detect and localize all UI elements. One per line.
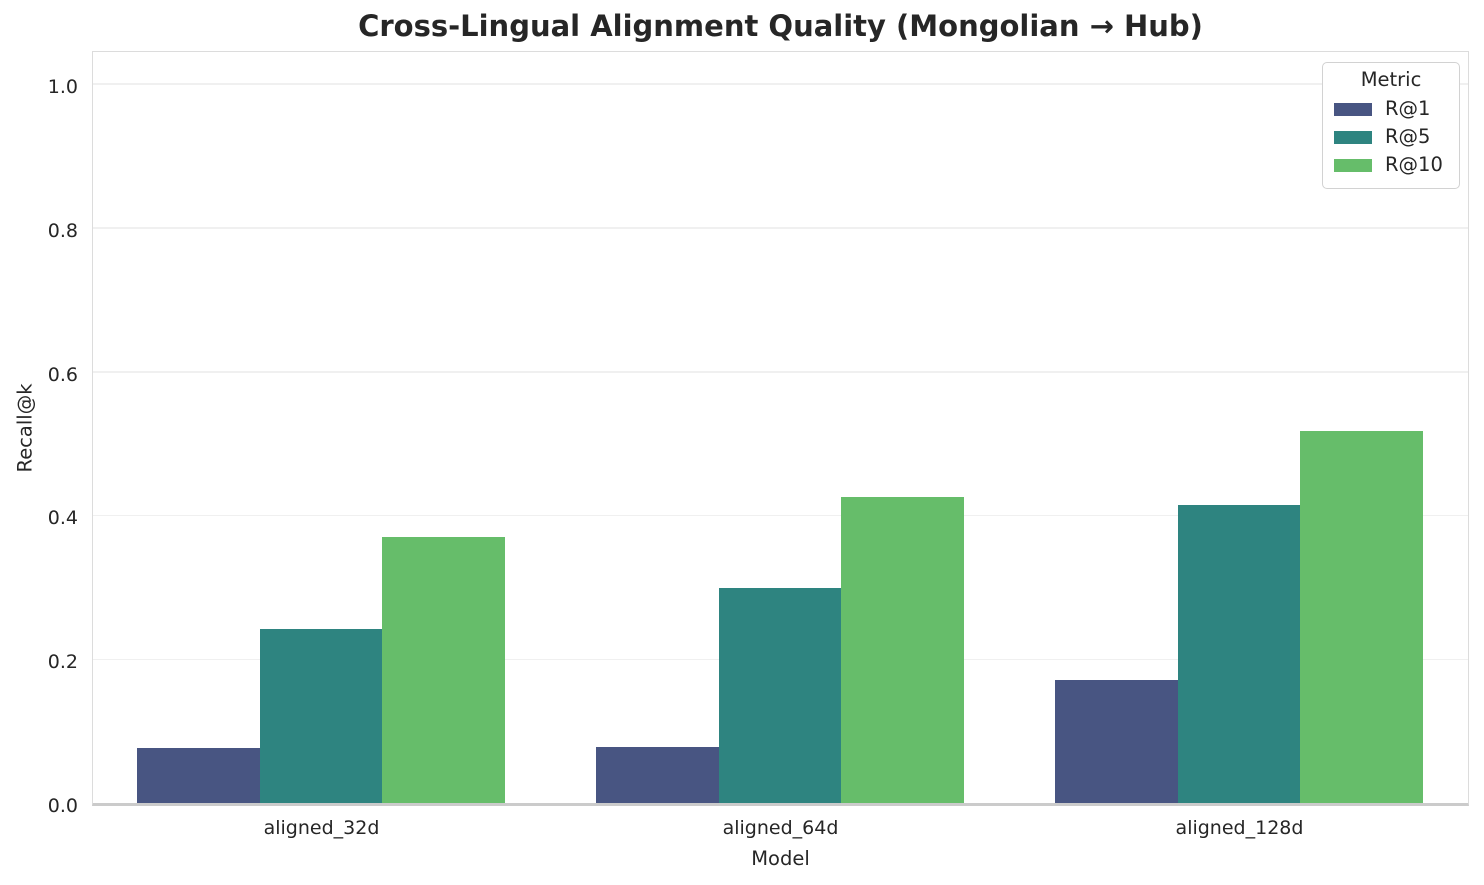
gridline-0.8 xyxy=(93,227,1468,229)
bar-aligned_128d-R@1 xyxy=(1055,680,1178,803)
bar-aligned_32d-R@10 xyxy=(382,536,505,803)
legend: Metric R@1 R@5 R@10 xyxy=(1322,62,1460,189)
bar-aligned_32d-R@1 xyxy=(137,747,260,803)
x-tick-label-aligned_64d: aligned_64d xyxy=(722,817,839,839)
bar-aligned_128d-R@5 xyxy=(1177,505,1301,803)
chart-title: Cross-Lingual Alignment Quality (Mongoli… xyxy=(358,9,1203,43)
legend-swatch-icon xyxy=(1334,102,1372,116)
legend-item-R@1: R@1 xyxy=(1323,95,1459,123)
y-tick-label-0.4: 0.4 xyxy=(47,507,78,530)
x-tick-label-aligned_32d: aligned_32d xyxy=(263,817,380,839)
legend-swatch-icon xyxy=(1334,158,1372,172)
y-axis-label: Recall@k xyxy=(13,383,37,473)
legend-item-R@10: R@10 xyxy=(1323,151,1459,179)
legend-title: Metric xyxy=(1360,68,1422,91)
x-tick-label-aligned_128d: aligned_128d xyxy=(1175,817,1304,839)
y-tick-label-0.2: 0.2 xyxy=(47,651,78,674)
legend-swatch-icon xyxy=(1334,130,1372,144)
x-axis-label: Model xyxy=(751,847,810,870)
legend-label: R@1 xyxy=(1385,97,1431,120)
gridline-1.0 xyxy=(93,83,1468,85)
legend-label: R@10 xyxy=(1385,153,1443,176)
plot-area xyxy=(92,51,1469,806)
gridline-0.6 xyxy=(93,371,1468,373)
legend-items: R@1 R@5 R@10 xyxy=(1323,95,1459,179)
legend-item-R@5: R@5 xyxy=(1323,123,1459,151)
bar-aligned_128d-R@10 xyxy=(1300,430,1423,803)
bar-aligned_64d-R@1 xyxy=(596,746,719,803)
legend-label: R@5 xyxy=(1385,125,1431,148)
y-tick-label-0.8: 0.8 xyxy=(47,219,78,242)
y-tick-label-0.0: 0.0 xyxy=(47,795,78,817)
bar-aligned_32d-R@5 xyxy=(259,629,383,803)
y-tick-label-0.6: 0.6 xyxy=(47,363,78,386)
y-tick-label-1.0: 1.0 xyxy=(47,75,78,98)
gridline-0.4 xyxy=(93,514,1468,517)
bar-aligned_64d-R@10 xyxy=(841,497,964,803)
bar-aligned_64d-R@5 xyxy=(718,588,842,803)
